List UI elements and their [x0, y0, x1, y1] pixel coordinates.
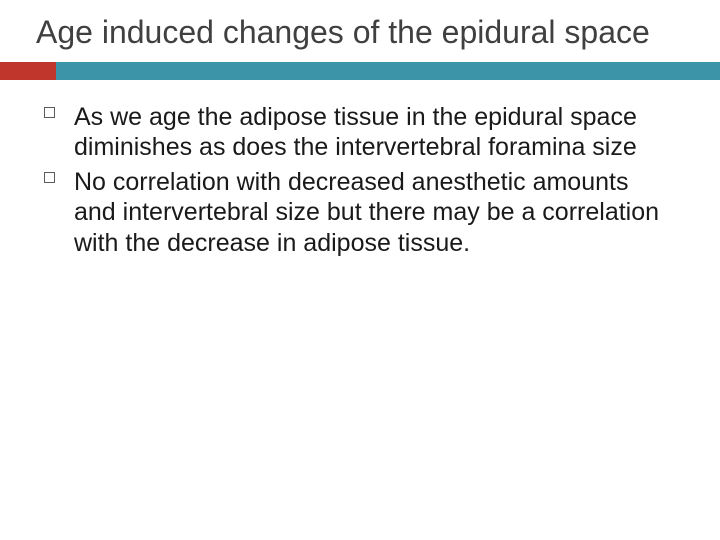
slide: { "title": { "text": "Age induced change…	[0, 0, 720, 540]
slide-title: Age induced changes of the epidural spac…	[36, 14, 684, 52]
bullet-list: As we age the adipose tissue in the epid…	[74, 102, 670, 259]
bullet-text: No correlation with decreased anesthetic…	[74, 168, 659, 257]
square-bullet-icon	[44, 172, 55, 183]
square-bullet-icon	[44, 107, 55, 118]
accent-bar	[0, 62, 720, 80]
list-item: No correlation with decreased anesthetic…	[74, 167, 670, 259]
bullet-text: As we age the adipose tissue in the epid…	[74, 103, 637, 162]
accent-teal-segment	[56, 62, 720, 80]
title-area: Age induced changes of the epidural spac…	[0, 0, 720, 62]
body-area: As we age the adipose tissue in the epid…	[0, 80, 720, 259]
accent-red-segment	[0, 62, 56, 80]
list-item: As we age the adipose tissue in the epid…	[74, 102, 670, 163]
